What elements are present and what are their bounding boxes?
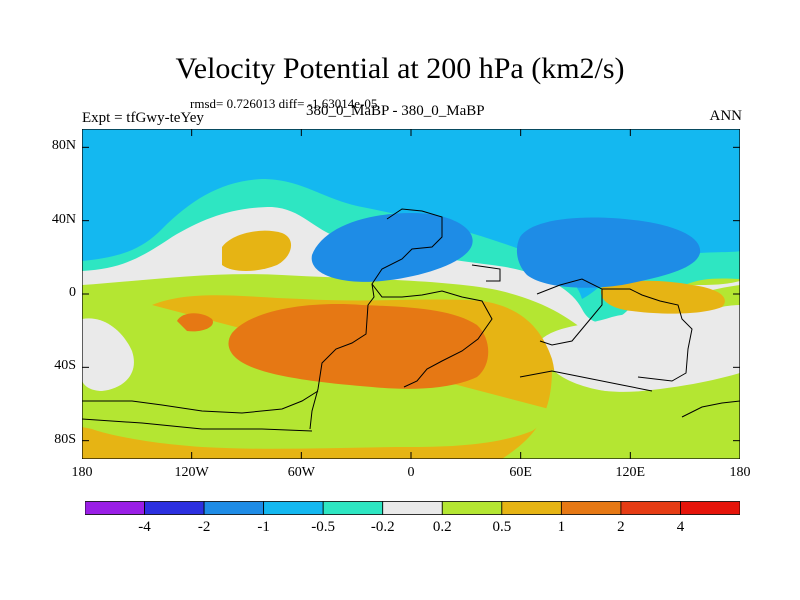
coastline-central [371, 283, 493, 388]
colorbar-swatch [620, 501, 681, 515]
colorbar-label: 2 [617, 519, 625, 535]
colorbar-label: 0.2 [432, 519, 452, 535]
colorbar-label: -1 [257, 519, 270, 535]
field-strong-positive-small [177, 313, 213, 332]
lon-tick-label: 120W [174, 465, 209, 480]
colorbar-label: -4 [138, 519, 151, 535]
colorbar-label: 4 [676, 519, 685, 535]
colorbar-swatch [144, 501, 205, 515]
field-neutral-east [532, 305, 740, 392]
lat-tick-label: 40N [51, 211, 76, 227]
colorbar-swatch [441, 501, 503, 515]
lon-tick-label: 60W [287, 465, 315, 480]
lon-tick-label: 0 [407, 465, 415, 480]
coastline-island [471, 264, 501, 282]
colorbar-label: -2 [197, 519, 211, 535]
colorbar-label: -0.2 [370, 519, 395, 535]
lon-tick-label: 120E [615, 465, 646, 480]
colorbar-swatch [501, 501, 562, 515]
season-label: ANN [709, 108, 743, 124]
colorbar [85, 501, 740, 515]
colorbar-swatch [85, 501, 145, 515]
coastline-south [82, 390, 319, 414]
colorbar-label: 1 [557, 519, 566, 535]
lon-tick-label: 180 [729, 465, 751, 480]
case-label: 380_0_MaBP - 380_0_MaBP [306, 103, 485, 119]
plot-title: Velocity Potential at 200 hPa (km2/s) [175, 52, 625, 85]
lat-tick-label: 80S [54, 431, 76, 447]
colorbar-label: -0.5 [311, 519, 336, 535]
colorbar-swatch [382, 501, 443, 515]
contour-fields [82, 129, 740, 459]
coastlines [82, 208, 740, 432]
field-north-positive-blob [222, 230, 292, 271]
experiment-label: Expt = tfGwy-teYey [82, 110, 204, 126]
coastline-pacific-east [681, 400, 740, 418]
colorbar-swatch [203, 501, 265, 515]
field-ne-positive [600, 280, 725, 314]
colorbar-swatch [263, 501, 324, 515]
lon-tick-label: 60E [509, 465, 532, 480]
colorbar-swatch [680, 501, 740, 515]
lat-tick-label: 40S [54, 358, 76, 374]
coastline-southeast [519, 370, 653, 392]
coastline-east [536, 278, 603, 346]
field-negative-low-asia [516, 217, 701, 288]
colorbar-swatch [322, 501, 384, 515]
field-southeast-positive [502, 369, 740, 459]
colorbar-label: 0.5 [492, 519, 512, 535]
colorbar-swatch [560, 501, 622, 515]
field-neutral-west [82, 318, 134, 391]
field-negative-low-atlantic [311, 213, 473, 282]
stats-text: rmsd= 0.726013 diff= -1.63014e-05 [190, 96, 378, 111]
velocity-potential-map [82, 129, 740, 459]
lon-tick-label: 180 [71, 465, 93, 480]
field-strong-positive [228, 304, 489, 389]
coastline-antarctic [82, 418, 313, 432]
lat-tick-label: 80N [51, 138, 76, 154]
lat-tick-label: 0 [69, 285, 76, 300]
coastline-far-east [602, 288, 693, 382]
